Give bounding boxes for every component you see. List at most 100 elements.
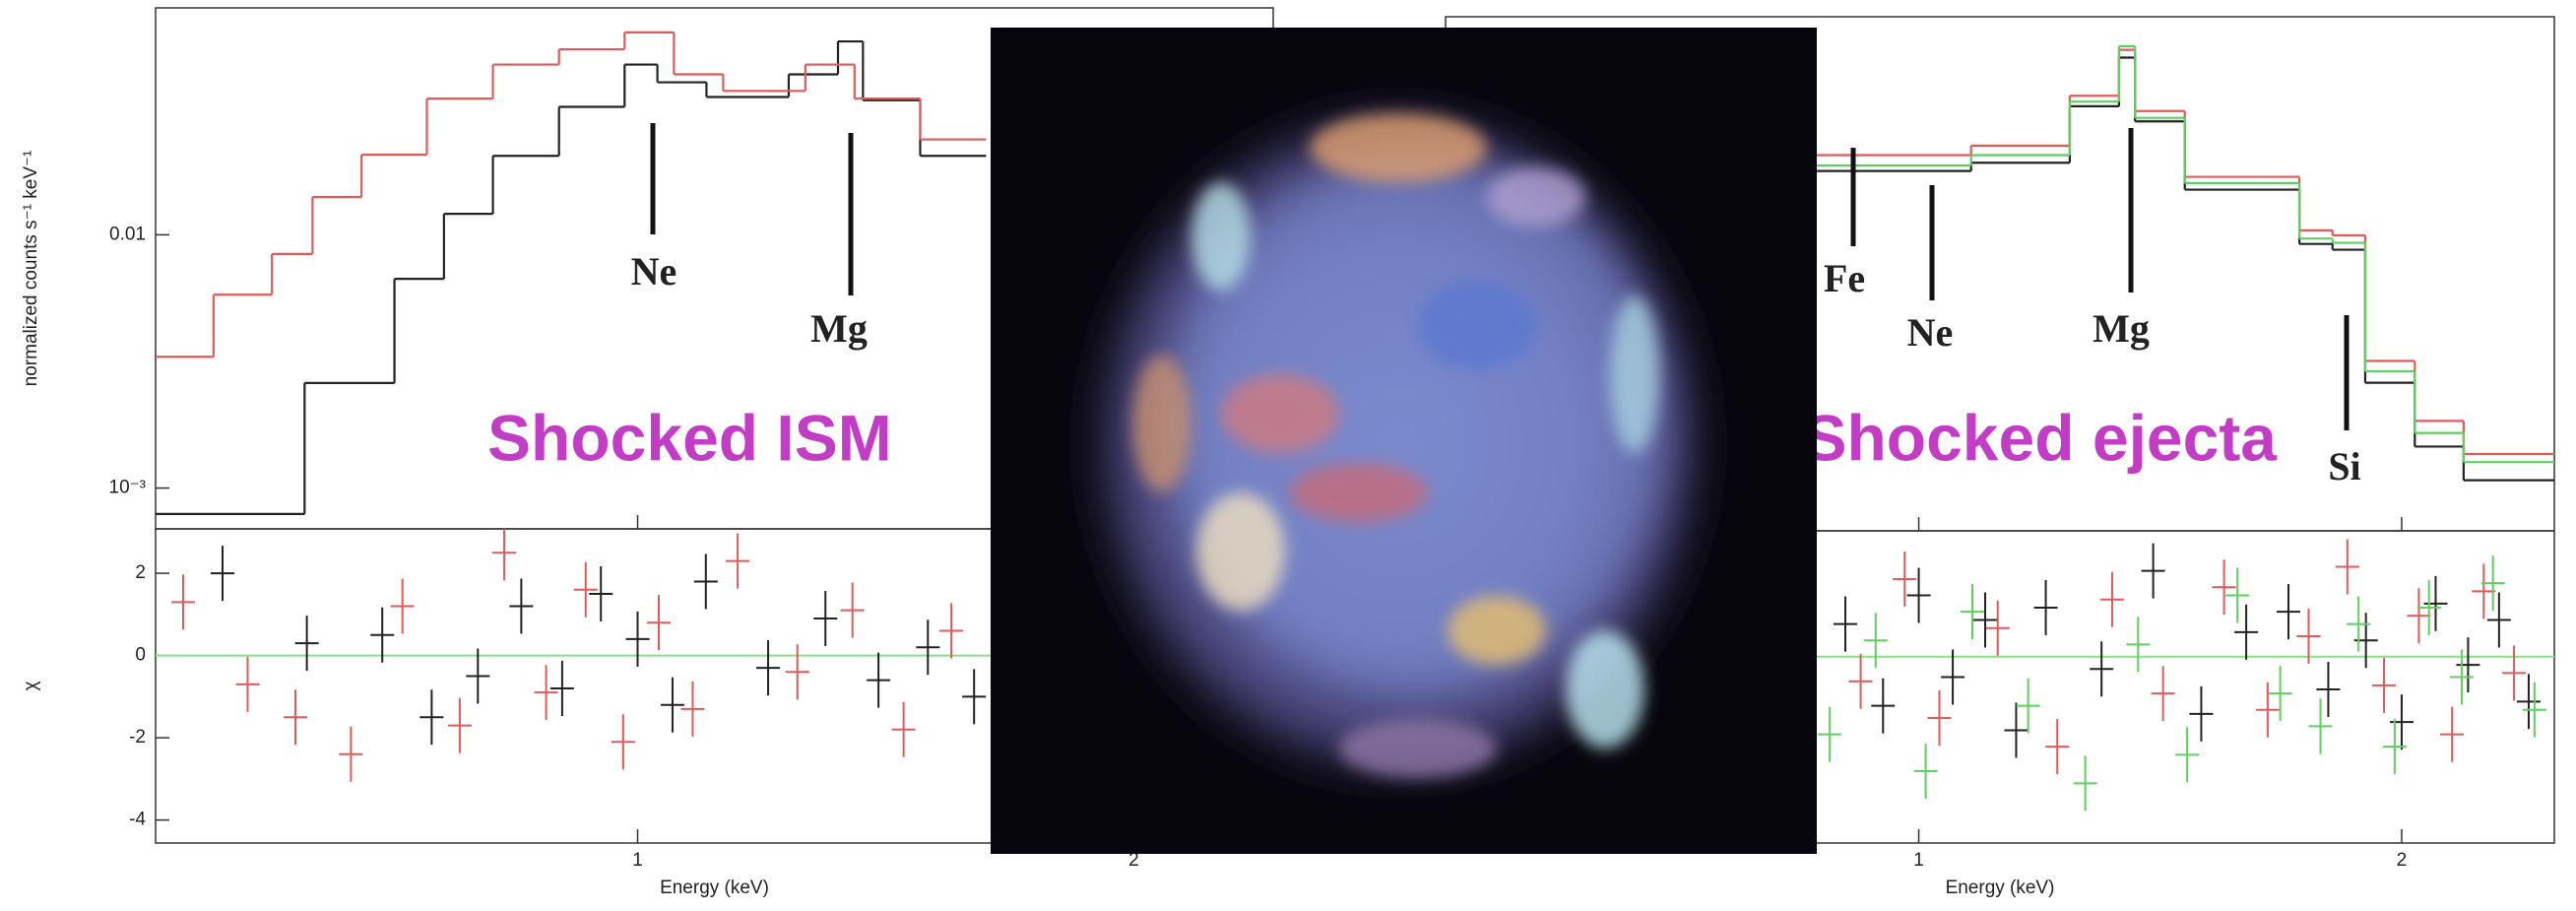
residual-point [1834, 597, 1857, 652]
residual-point [2126, 617, 2150, 672]
residual-point [2417, 580, 2441, 635]
residual-point [1986, 601, 2010, 656]
residual-y-tick-label: 0 [135, 645, 146, 666]
residual-point [867, 653, 890, 708]
residual-point [1864, 613, 1888, 668]
residual-y-tick-label: -2 [129, 727, 146, 748]
residual-point [2383, 719, 2407, 774]
residual-points [171, 525, 986, 782]
residual-point [2523, 683, 2546, 738]
residual-point [1849, 654, 1873, 709]
residual-point [1871, 679, 1895, 734]
residual-point [916, 619, 939, 675]
residual-point [2175, 727, 2199, 782]
element-label: Mg [2093, 306, 2150, 351]
residual-point [2034, 580, 2058, 635]
residual-y-tick-label: -4 [129, 810, 146, 830]
residual-point [892, 702, 916, 757]
residual-point [2517, 674, 2541, 729]
residual-point [339, 727, 362, 782]
y-axis-label: normalized counts s⁻¹ keV⁻¹ [21, 151, 41, 387]
residual-point [1961, 584, 1984, 639]
residual-point [2440, 707, 2464, 762]
residual-point [2100, 572, 2124, 627]
x-tick-label: 1 [1913, 850, 1924, 871]
region-label: Shocked ejecta [1803, 401, 2278, 474]
residual-point [626, 612, 650, 667]
residual-point [370, 608, 394, 663]
x-tick-label: 2 [2397, 850, 2408, 871]
figure: 1 2 Energy (keV) 0.01 10⁻³ normalized counts … [0, 0, 2576, 911]
residual-point [2142, 544, 2165, 599]
residual-point [2456, 637, 2479, 692]
residual-point [2269, 666, 2292, 721]
residual-point [2487, 592, 2511, 647]
residual-point [466, 648, 489, 703]
residual-point [2450, 650, 2474, 705]
residual-point [2090, 641, 2113, 696]
residual-point [550, 661, 574, 716]
residual-point [1907, 568, 1931, 623]
residual-point [661, 678, 684, 733]
residual-point [2074, 755, 2097, 811]
residual-point [236, 657, 260, 712]
residual-point [726, 534, 749, 589]
y-tick-label: 0.01 [109, 224, 146, 244]
residual-point [589, 566, 612, 621]
residual-point [2502, 645, 2526, 700]
residual-point [535, 665, 558, 720]
element-label: Fe [1824, 256, 1865, 300]
residual-point [2407, 588, 2430, 643]
page: {"chart_data": [ {"type": "step", "xlog"… [0, 0, 2576, 911]
residual-point [2277, 584, 2300, 639]
x-axis-label: Energy (keV) [660, 878, 769, 898]
residual-point [2336, 540, 2359, 595]
residual-point [962, 669, 986, 724]
residual-point [2213, 559, 2236, 615]
residual-point [284, 689, 307, 745]
residual-point [680, 682, 704, 737]
residual-y-tick-label: 2 [135, 562, 146, 583]
remnant-image [991, 28, 1817, 854]
x-axis-label: Energy (keV) [1946, 878, 2055, 898]
residual-point [2045, 719, 2069, 774]
residual-point [2256, 683, 2280, 738]
residual-point [612, 714, 635, 769]
residual-point [2152, 666, 2175, 721]
element-label: Mg [810, 306, 868, 351]
residual-point [813, 591, 837, 646]
residual-point [419, 689, 443, 745]
residual-point [939, 604, 963, 659]
residual-point [295, 616, 319, 671]
residual-point [574, 562, 598, 618]
residual-point [171, 574, 195, 629]
element-label: Ne [1907, 310, 1954, 355]
residual-point [647, 595, 671, 650]
y-tick-label: 10⁻³ [109, 478, 147, 498]
residual-point [211, 546, 234, 601]
residual-point [492, 525, 516, 580]
residual-point [786, 644, 809, 699]
element-label: Ne [631, 249, 677, 293]
residual-point [1914, 744, 1938, 799]
residual-point [1927, 690, 1951, 746]
residual-point [2189, 686, 2213, 742]
residual-point [1893, 552, 1916, 607]
residual-point [694, 553, 718, 609]
element-label: Si [2328, 444, 2360, 488]
residual-point [448, 698, 472, 753]
residual-point [509, 578, 533, 633]
residual-point [2423, 576, 2447, 631]
residual-point [2017, 679, 2040, 734]
residual-point [1973, 592, 1997, 647]
residual-point [2296, 609, 2320, 664]
residual-point [841, 583, 865, 638]
x-tick-label: 1 [632, 850, 643, 871]
residual-point [1941, 650, 1964, 705]
residual-point [391, 578, 415, 633]
residual-point [756, 640, 780, 695]
residual-point [2372, 658, 2396, 713]
residual-point [2390, 694, 2414, 749]
residual-point [1818, 707, 1841, 762]
region-label: Shocked ISM [487, 401, 892, 474]
